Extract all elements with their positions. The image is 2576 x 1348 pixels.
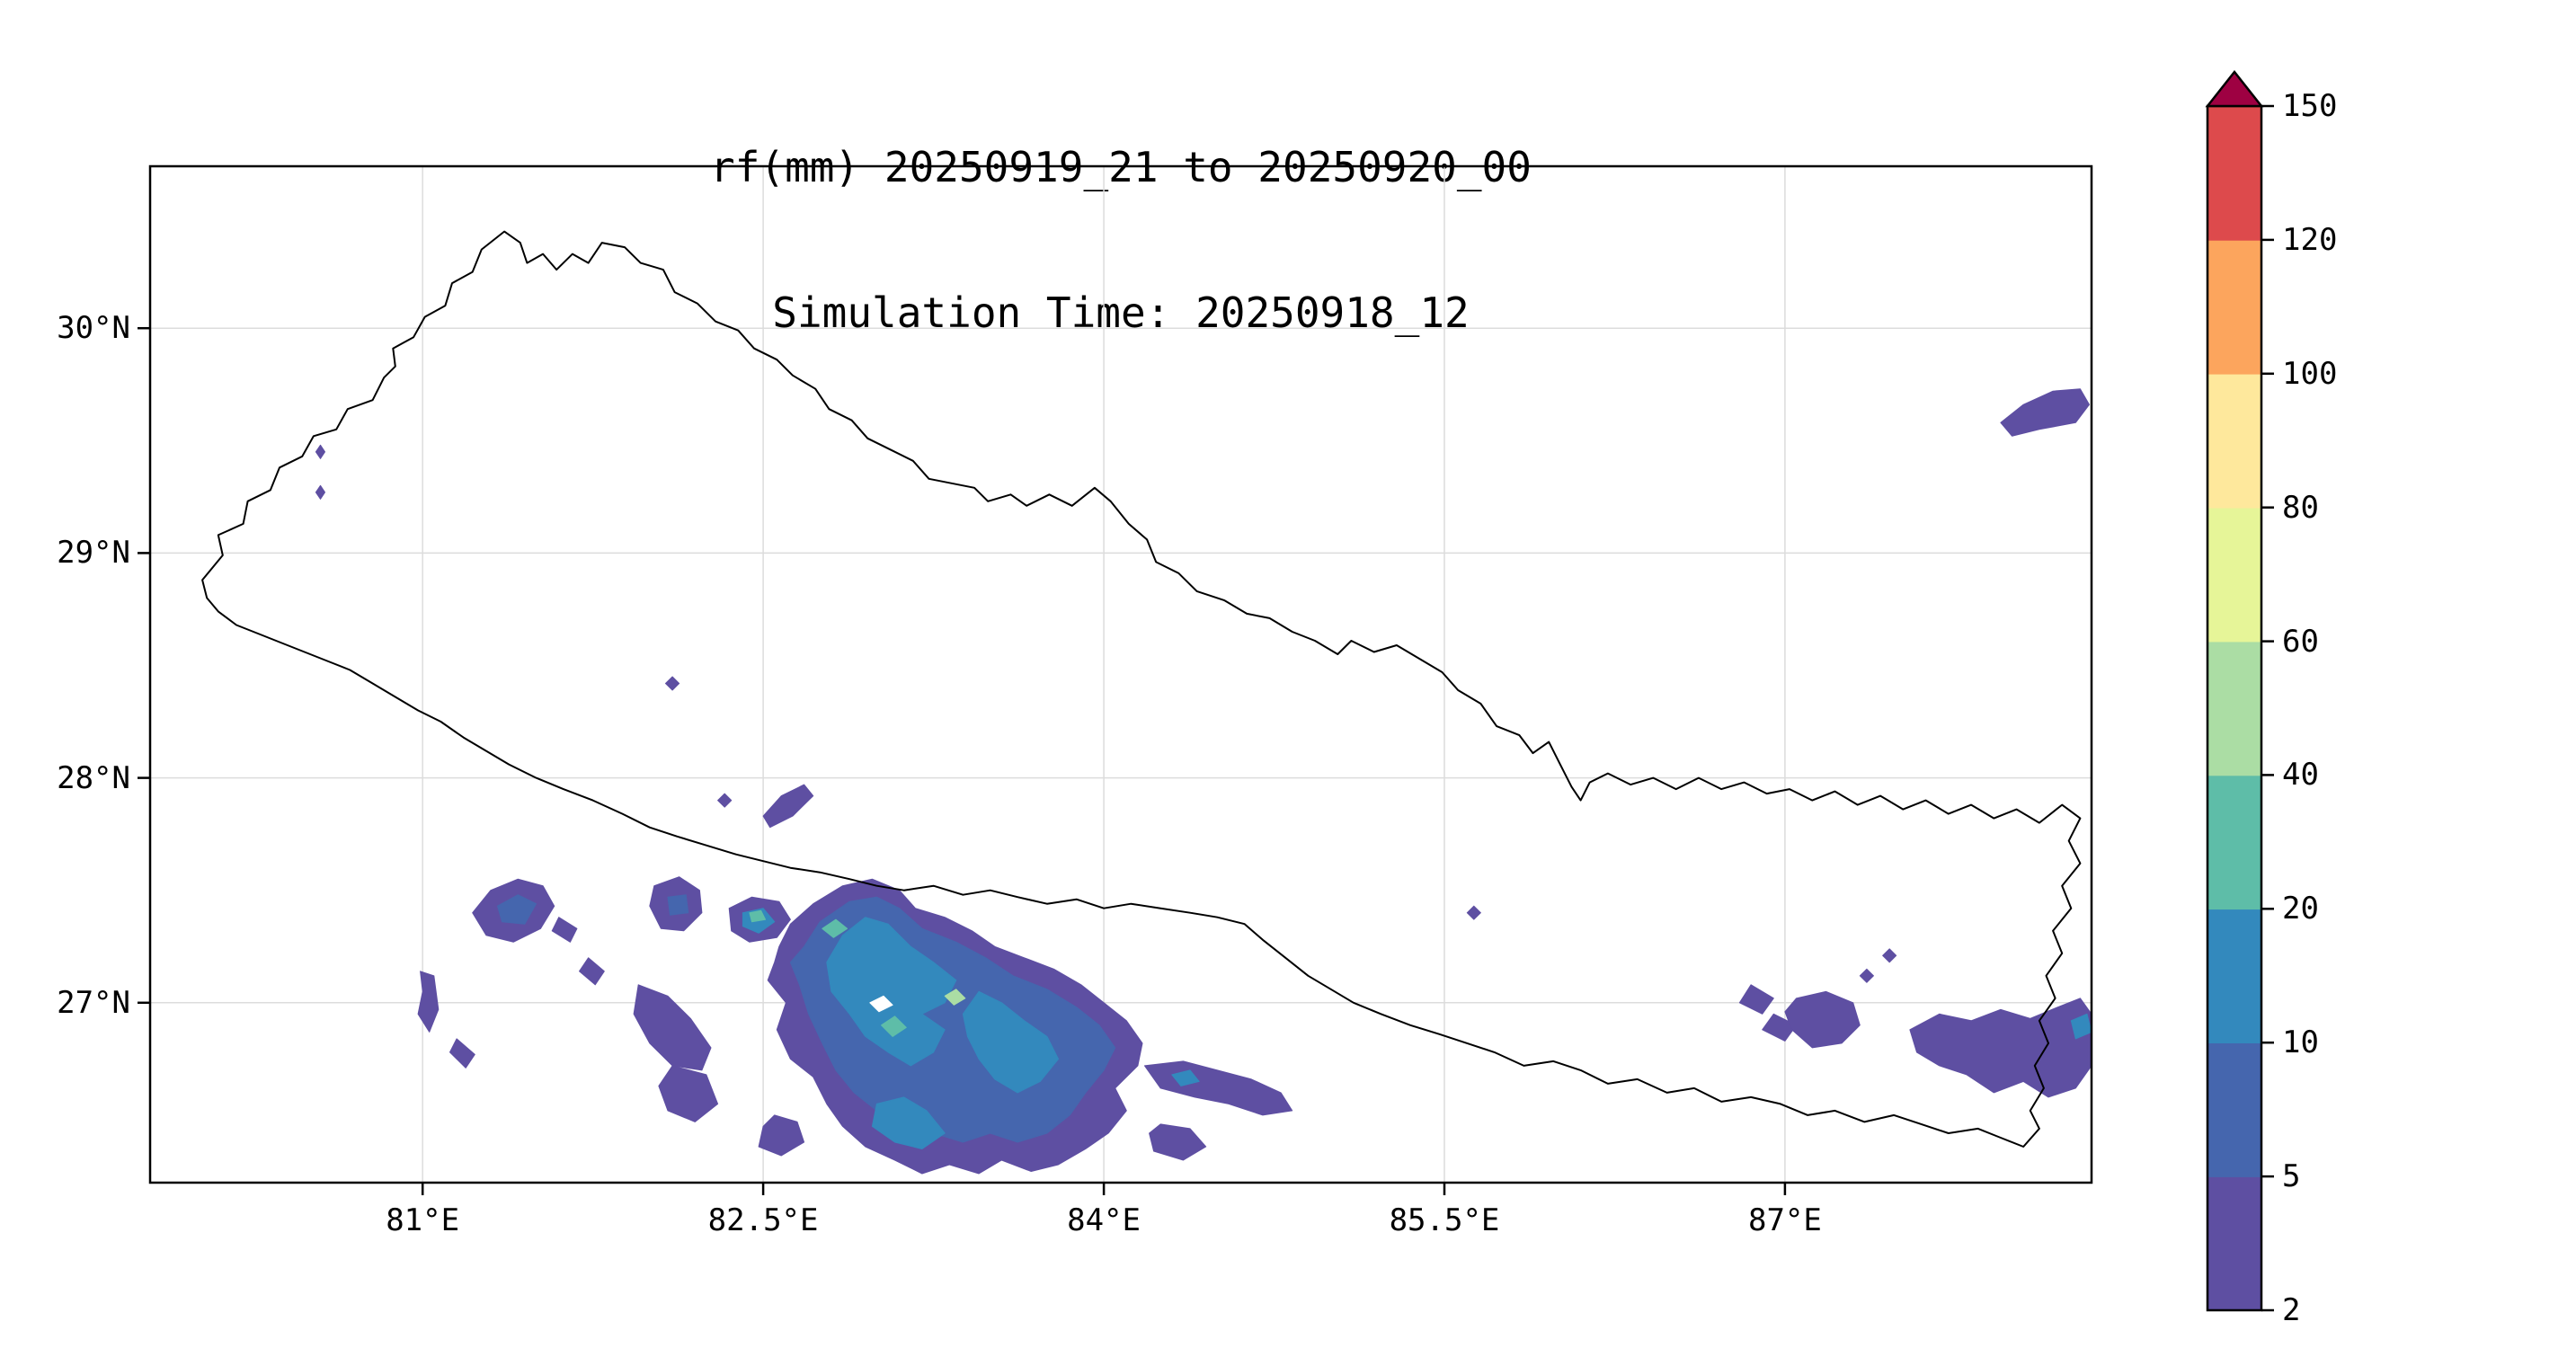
- rain-patch: [2000, 388, 2090, 437]
- colorbar-level-label: 120: [2282, 221, 2338, 258]
- rain-patch: [2070, 1013, 2092, 1040]
- colorbar-level-label: 2: [2282, 1292, 2301, 1328]
- rain-patch: [1859, 968, 1874, 983]
- x-tick-label: 84°E: [1067, 1202, 1141, 1238]
- title-line-2: Simulation Time: 20250918_12: [772, 288, 1470, 338]
- colorbar-level-label: 60: [2282, 623, 2319, 660]
- rain-patch: [1738, 984, 1774, 1015]
- rain-patch: [881, 1015, 907, 1037]
- y-tick-label: 29°N: [57, 535, 130, 572]
- colorbar-band: [2207, 641, 2261, 776]
- rain-patch: [1784, 990, 1861, 1049]
- rain-patch: [667, 894, 689, 916]
- axis-tick-marks: [138, 326, 1787, 1195]
- rain-patch: [826, 917, 957, 1067]
- rain-patch: [822, 918, 848, 938]
- rain-patch: [315, 484, 325, 500]
- colorbar-band: [2207, 106, 2261, 241]
- colorbar-level-label: 40: [2282, 757, 2319, 794]
- rain-patch: [758, 1114, 805, 1157]
- rain-patch: [497, 894, 537, 925]
- colorbar-band: [2207, 239, 2261, 375]
- colorbar-level-label: 5: [2282, 1158, 2301, 1195]
- x-tick-label: 82.5°E: [707, 1202, 819, 1238]
- colorbar-svg: [2205, 69, 2274, 1312]
- rain-patch: [417, 971, 440, 1033]
- colorbar-level-label: 80: [2282, 489, 2319, 526]
- rain-patch: [1144, 1060, 1293, 1116]
- map-plot-svg: [138, 164, 2093, 1195]
- colorbar-band: [2207, 909, 2261, 1043]
- rain-patch: [1909, 998, 2092, 1098]
- rain-patch: [551, 917, 578, 943]
- rain-patch: [944, 989, 966, 1006]
- y-tick-label: 27°N: [57, 984, 130, 1021]
- rain-patch: [579, 957, 605, 986]
- colorbar-level-label: 10: [2282, 1024, 2319, 1061]
- rain-patch: [1466, 905, 1481, 920]
- x-tick-label: 85.5°E: [1389, 1202, 1500, 1238]
- rain-patch: [869, 995, 893, 1013]
- rain-patch: [1882, 948, 1897, 963]
- rain-patch: [717, 793, 733, 808]
- colorbar-band: [2207, 507, 2261, 643]
- rain-patch: [1149, 1123, 1207, 1161]
- colorbar-level-label: 150: [2282, 88, 2338, 124]
- rain-patch: [315, 444, 325, 459]
- y-tick-label: 28°N: [57, 759, 130, 796]
- rain-patch: [762, 784, 814, 829]
- colorbar-band: [2207, 373, 2261, 509]
- colorbar-band: [2207, 1042, 2261, 1177]
- colorbar-level-label: 100: [2282, 355, 2338, 392]
- rain-patch: [449, 1038, 475, 1069]
- rain-patch: [1171, 1069, 1200, 1086]
- y-tick-label: 30°N: [57, 310, 130, 347]
- rain-patch: [749, 909, 767, 923]
- nepal-outline: [201, 230, 2082, 1148]
- rain-patch: [633, 984, 712, 1071]
- x-tick-label: 81°E: [386, 1202, 460, 1238]
- rain-patch: [962, 990, 1059, 1094]
- colorbar-over-arrow: [2205, 69, 2264, 108]
- rain-patch: [665, 676, 680, 691]
- axes-frame: [148, 164, 2093, 1184]
- x-tick-label: 87°E: [1747, 1202, 1822, 1238]
- rain-patches: [315, 388, 2092, 1175]
- colorbar-band: [2207, 775, 2261, 910]
- colorbar-level-label: 20: [2282, 891, 2319, 927]
- rain-patch: [658, 1065, 719, 1122]
- colorbar-band: [2207, 1176, 2261, 1311]
- rain-patch: [871, 1096, 946, 1149]
